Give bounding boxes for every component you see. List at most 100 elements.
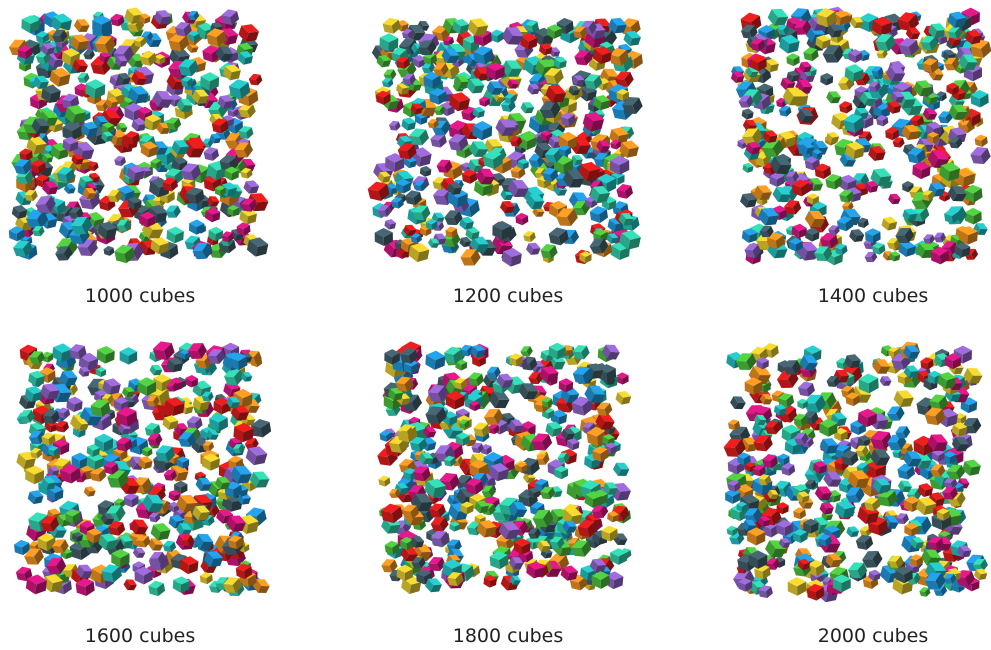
cube [540, 243, 558, 259]
cube-face [166, 82, 176, 97]
cube [35, 195, 56, 213]
cube [188, 219, 205, 235]
cube [188, 30, 200, 42]
cube [41, 84, 61, 104]
cube-face [63, 184, 70, 194]
cube-face [116, 219, 129, 226]
cube-face [121, 77, 131, 85]
cube [110, 13, 125, 27]
cube-face [102, 131, 114, 137]
cube [81, 121, 98, 137]
cube [32, 225, 45, 237]
cube-face [52, 13, 72, 23]
cube-face [188, 223, 197, 235]
cube-face [98, 200, 109, 211]
cube-face [24, 170, 34, 185]
cube-face [16, 229, 25, 242]
cube-face [83, 49, 93, 55]
cube-face [35, 204, 51, 213]
cube-face [147, 31, 154, 41]
cube-face [137, 109, 145, 122]
cube-face [190, 56, 207, 65]
cube-face [240, 167, 252, 174]
caption: 1800 cubes [453, 625, 564, 647]
cube-face [90, 63, 105, 75]
cube-face [83, 54, 92, 60]
cube [214, 185, 226, 196]
cube [178, 59, 199, 77]
cube-face [189, 219, 205, 228]
cube-face [149, 204, 168, 215]
cube-face [132, 242, 144, 261]
cube [246, 237, 269, 257]
cube-face [123, 175, 130, 185]
cube [105, 97, 119, 109]
cube-face [205, 207, 221, 215]
cube-face [171, 140, 181, 155]
cube [964, 207, 982, 225]
cube [153, 10, 172, 25]
cube-face [139, 56, 151, 66]
cube-face [214, 188, 221, 196]
cube-face [106, 56, 115, 70]
cube [154, 53, 166, 65]
cube-face [220, 120, 229, 134]
cube-face [214, 185, 226, 191]
cube-face [35, 75, 49, 83]
cube-face [35, 34, 44, 44]
cube-face [138, 240, 148, 256]
cube [171, 140, 190, 155]
cube [741, 108, 754, 120]
cube [131, 118, 147, 132]
cube-face [94, 84, 106, 99]
cube-face [188, 60, 199, 77]
cube [166, 226, 184, 244]
cube-face [220, 187, 226, 196]
cube-face [58, 148, 69, 160]
cube-face [81, 212, 92, 218]
cube-face [119, 39, 136, 48]
cube-face [180, 80, 189, 88]
cube-face [141, 141, 158, 150]
cube-face [26, 150, 33, 161]
cube [520, 102, 535, 114]
cube-face [180, 98, 193, 106]
cube-face [47, 186, 59, 195]
cube-face [200, 76, 210, 91]
cube-face [242, 158, 256, 166]
cube-face [178, 35, 190, 52]
cube-cloud [730, 6, 991, 266]
cube [191, 89, 210, 104]
cube-face [202, 50, 213, 63]
cube-face [178, 66, 192, 77]
cube-face [243, 142, 254, 158]
cube-face [253, 201, 269, 212]
cube-face [42, 181, 51, 195]
cube-face [178, 59, 196, 68]
cube-face [8, 226, 25, 234]
cube-face [133, 36, 145, 42]
cube-face [206, 164, 218, 181]
cube-face [43, 153, 54, 159]
cube-face [227, 204, 240, 211]
cube [56, 166, 75, 183]
cube-face [93, 116, 101, 129]
cube-face [127, 87, 139, 104]
cube-face [171, 158, 180, 171]
cube-face [197, 22, 215, 31]
cube-face [154, 211, 168, 224]
cube-face [117, 185, 135, 194]
cube-face [201, 138, 211, 144]
cube-face [148, 52, 157, 66]
cube [17, 45, 33, 60]
cube-face [63, 215, 77, 222]
cube-face [227, 187, 237, 198]
cube-face [61, 93, 78, 102]
cube-face [30, 97, 39, 110]
cube-face [204, 210, 213, 223]
cube-face [137, 106, 153, 114]
cube-face [168, 68, 182, 78]
cube-face [156, 147, 168, 155]
cube-face [16, 176, 28, 185]
cube-face [225, 34, 239, 46]
